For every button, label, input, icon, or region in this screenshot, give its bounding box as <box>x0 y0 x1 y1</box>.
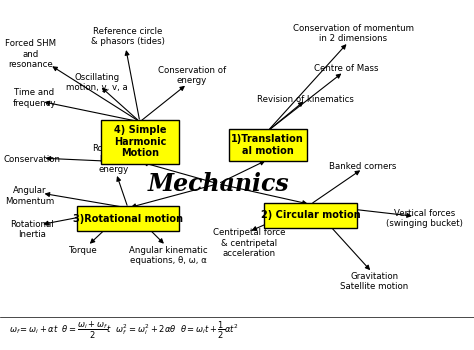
Text: Centripetal force
& centripetal
acceleration: Centripetal force & centripetal accelera… <box>213 228 285 258</box>
Text: Forced SHM
and
resonance: Forced SHM and resonance <box>5 39 56 69</box>
Text: Conservation of momentum
in 2 dimensions: Conservation of momentum in 2 dimensions <box>292 23 414 43</box>
FancyBboxPatch shape <box>228 129 307 161</box>
Text: Reference circle
& phasors (tides): Reference circle & phasors (tides) <box>91 27 165 47</box>
Text: 3)Rotational motion: 3)Rotational motion <box>73 214 183 224</box>
FancyBboxPatch shape <box>100 120 179 164</box>
FancyBboxPatch shape <box>77 206 179 231</box>
Text: $\omega_f = \omega_i + \alpha t$  $\theta = \dfrac{\omega_i + \omega_f}{2}t$  $\: $\omega_f = \omega_i + \alpha t$ $\theta… <box>9 320 239 341</box>
Text: 4) Simple
Harmonic
Motion: 4) Simple Harmonic Motion <box>114 125 166 158</box>
Text: 2) Circular motion: 2) Circular motion <box>261 210 360 220</box>
Text: Rotational
kinetic
energy: Rotational kinetic energy <box>92 144 136 174</box>
Text: Time and
frequency: Time and frequency <box>12 88 56 108</box>
Text: Conservation: Conservation <box>4 155 61 164</box>
Text: Conservation of
energy: Conservation of energy <box>158 65 226 85</box>
Text: Rotational
Inertia: Rotational Inertia <box>10 219 54 239</box>
Text: Angular
Momentum: Angular Momentum <box>5 186 54 206</box>
Text: 1)Translation
al motion: 1)Translation al motion <box>231 134 304 156</box>
Text: Gravitation
Satellite motion: Gravitation Satellite motion <box>340 272 409 292</box>
Text: Mechanics: Mechanics <box>147 172 289 196</box>
Text: Banked corners: Banked corners <box>329 162 396 171</box>
FancyBboxPatch shape <box>264 203 356 228</box>
Text: Oscillating
motion, y, v, a: Oscillating motion, y, v, a <box>66 72 128 92</box>
Text: Angular kinematic
equations, θ, ω, α: Angular kinematic equations, θ, ω, α <box>129 246 208 265</box>
Text: Centre of Mass: Centre of Mass <box>314 64 378 73</box>
Text: Torque: Torque <box>69 246 97 255</box>
Text: Revision of kinematics: Revision of kinematics <box>257 95 354 104</box>
Text: Vertical forces
(swinging bucket): Vertical forces (swinging bucket) <box>386 209 463 229</box>
